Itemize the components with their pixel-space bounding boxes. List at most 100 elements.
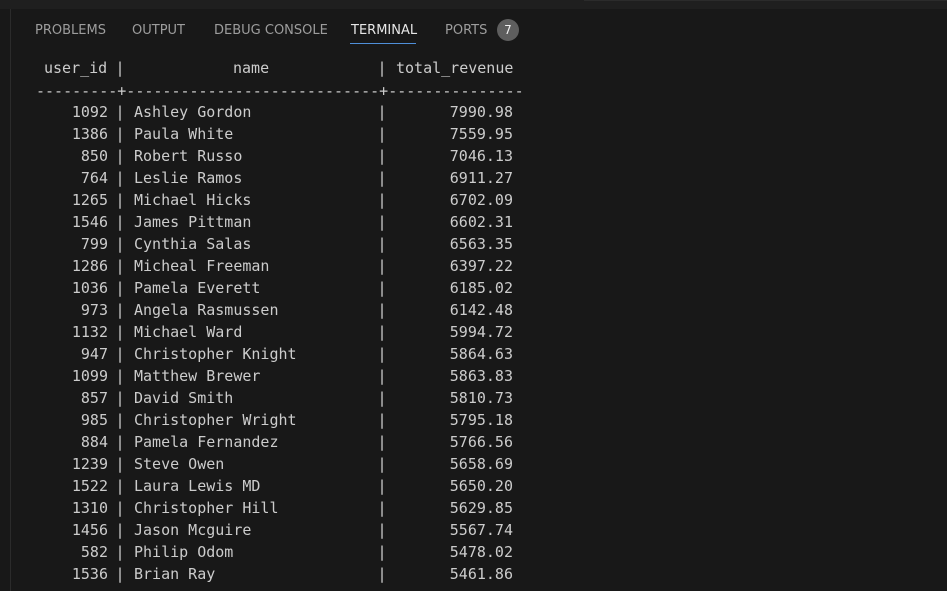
cell-total-revenue: 5567.74 [449,521,513,539]
top-strip-segment [584,0,947,1]
tab-ports[interactable]: PORTS [445,23,488,38]
column-separator: | [377,433,387,451]
cell-user-id: 1536 [71,565,108,583]
header-name: name [233,59,270,77]
panel-tab-bar: PROBLEMS OUTPUT DEBUG CONSOLE TERMINAL P… [0,0,947,48]
cell-name: Michael Ward [134,323,243,341]
cell-name: Steve Owen [134,455,225,473]
column-separator: | [115,499,125,517]
cell-total-revenue: 5629.85 [449,499,513,517]
table-row: 1536 | Brian Ray | 5461.86 [0,563,947,585]
cell-total-revenue: 5766.56 [449,433,513,451]
column-separator: | [377,411,387,429]
tab-output[interactable]: OUTPUT [132,23,185,38]
table-row: 1036 | Pamela Everett | 6185.02 [0,277,947,299]
cell-user-id: 973 [80,301,108,319]
cell-name: James Pittman [134,213,252,231]
cell-total-revenue: 5795.18 [449,411,513,429]
cell-total-revenue: 7046.13 [449,147,513,165]
column-separator: | [377,301,387,319]
column-separator: | [377,235,387,253]
cell-total-revenue: 6563.35 [449,235,513,253]
column-separator: | [115,323,125,341]
column-separator: | [115,477,125,495]
table-header-row: user_id | name | total_revenue [0,57,947,79]
column-separator: | [377,103,387,121]
top-strip [0,0,947,9]
table-row: 582 | Philip Odom | 5478.02 [0,541,947,563]
column-separator: | [115,455,125,473]
cell-total-revenue: 5863.83 [449,367,513,385]
column-separator: | [377,279,387,297]
cell-total-revenue: 5650.20 [449,477,513,495]
cell-user-id: 947 [80,345,108,363]
cell-total-revenue: 5658.69 [449,455,513,473]
cell-user-id: 1132 [71,323,108,341]
cell-name: Angela Rasmussen [134,301,279,319]
tab-problems[interactable]: PROBLEMS [35,23,106,38]
table-row: 850 | Robert Russo | 7046.13 [0,145,947,167]
cell-user-id: 857 [80,389,108,407]
cell-name: Brian Ray [134,565,216,583]
column-separator: | [115,301,125,319]
column-separator: | [377,257,387,275]
table-row: 1099 | Matthew Brewer | 5863.83 [0,365,947,387]
cell-total-revenue: 5478.02 [449,543,513,561]
tab-terminal[interactable]: TERMINAL [351,23,418,38]
table-row: 1456 | Jason Mcguire | 5567.74 [0,519,947,541]
column-separator: | [115,345,125,363]
cell-total-revenue: 5461.86 [449,565,513,583]
cell-name: Paula White [134,125,234,143]
column-separator: | [377,345,387,363]
cell-user-id: 1386 [71,125,108,143]
table-row: 1239 | Steve Owen | 5658.69 [0,453,947,475]
column-separator: | [115,279,125,297]
cell-total-revenue: 5864.63 [449,345,513,363]
column-separator: | [115,213,125,231]
column-separator: | [115,411,125,429]
table-row: 1386 | Paula White | 7559.95 [0,123,947,145]
cell-user-id: 850 [80,147,108,165]
cell-total-revenue: 5810.73 [449,389,513,407]
cell-name: Jason Mcguire [134,521,252,539]
table-row: 1522 | Laura Lewis MD | 5650.20 [0,475,947,497]
tab-debug-console[interactable]: DEBUG CONSOLE [214,23,328,38]
column-separator: | [115,543,125,561]
cell-total-revenue: 7990.98 [449,103,513,121]
column-separator: | [377,389,387,407]
cell-user-id: 1522 [71,477,108,495]
table-row: 1092 | Ashley Gordon | 7990.98 [0,101,947,123]
ports-count-badge: 7 [497,19,519,41]
table-row: 985 | Christopher Wright | 5795.18 [0,409,947,431]
table-row: 857 | David Smith | 5810.73 [0,387,947,409]
column-separator: | [115,433,125,451]
cell-name: Ashley Gordon [134,103,252,121]
column-separator: | [377,543,387,561]
column-separator: | [115,147,125,165]
cell-user-id: 799 [80,235,108,253]
cell-user-id: 1036 [71,279,108,297]
cell-name: Robert Russo [134,147,243,165]
table-row: 973 | Angela Rasmussen | 6142.48 [0,299,947,321]
cell-total-revenue: 6397.22 [449,257,513,275]
cell-name: Philip Odom [134,543,234,561]
cell-user-id: 1310 [71,499,108,517]
column-separator: | [377,499,387,517]
cell-name: Micheal Freeman [134,257,270,275]
cell-total-revenue: 6185.02 [449,279,513,297]
column-separator: | [377,323,387,341]
column-separator: | [377,147,387,165]
column-separator: | [115,125,125,143]
cell-name: Pamela Everett [134,279,261,297]
cell-name: David Smith [134,389,234,407]
table-row: 799 | Cynthia Salas | 6563.35 [0,233,947,255]
cell-user-id: 582 [80,543,108,561]
column-separator: | [377,455,387,473]
column-separator: | [115,235,125,253]
column-separator: | [115,521,125,539]
cell-name: Christopher Hill [134,499,279,517]
table-row: 1310 | Christopher Hill | 5629.85 [0,497,947,519]
column-separator: | [377,169,387,187]
